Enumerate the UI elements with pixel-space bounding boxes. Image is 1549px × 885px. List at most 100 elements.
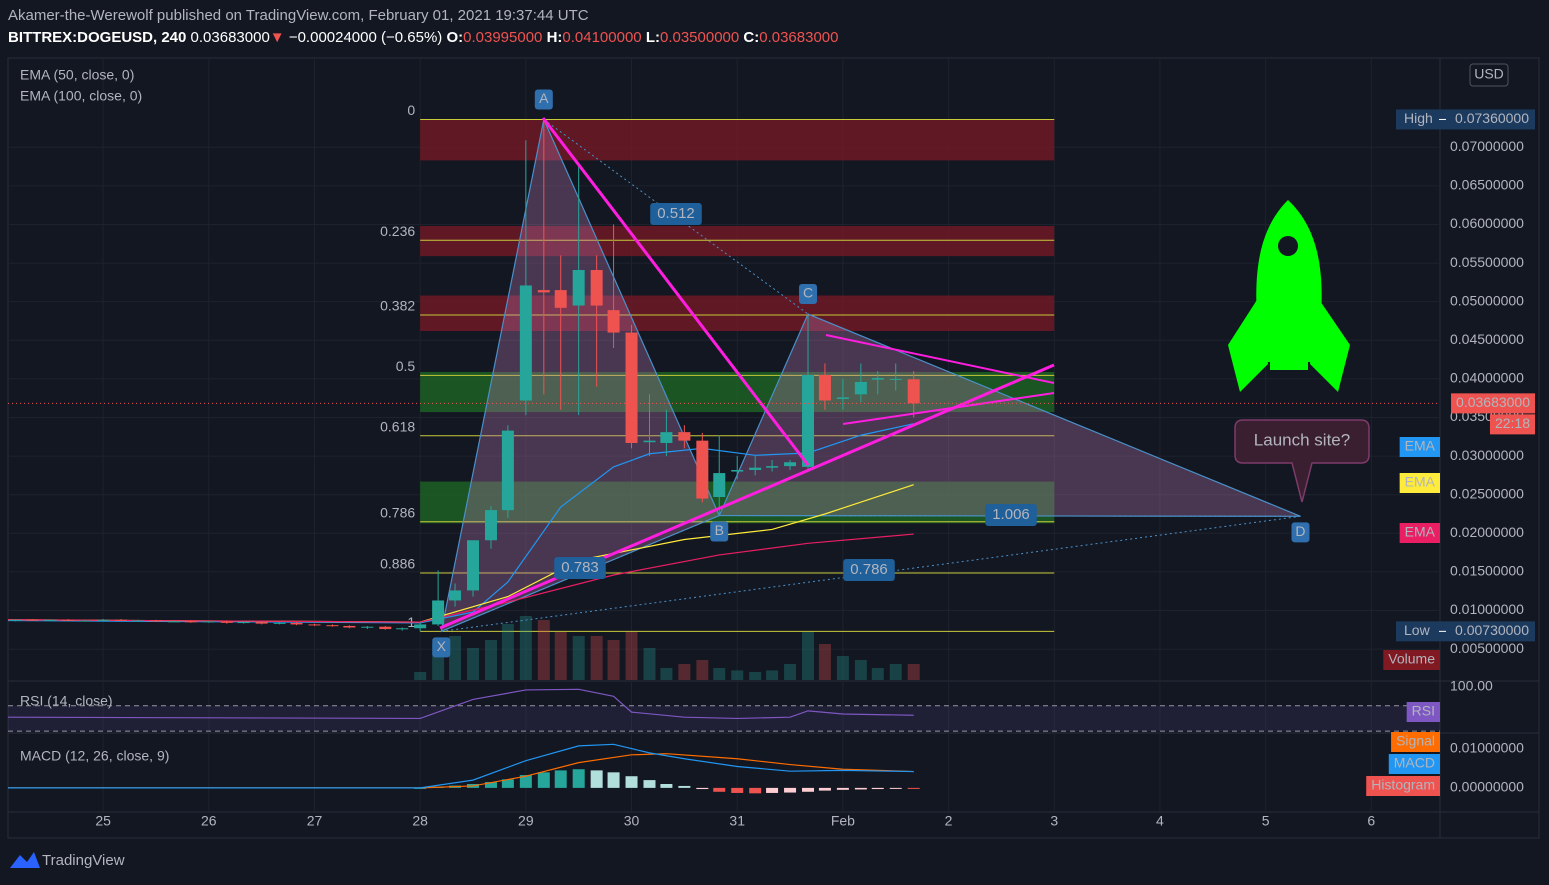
extreme-name: Low (1404, 622, 1431, 638)
candle-body (818, 375, 831, 401)
histogram-bar (537, 772, 550, 788)
pattern-point-label: D (1295, 523, 1305, 539)
histogram-bar (696, 787, 709, 790)
fib-label: 0.786 (380, 504, 415, 520)
histogram-bar (784, 787, 797, 793)
histogram-bar (907, 787, 920, 789)
volume-bar (554, 632, 567, 680)
candle-body (607, 310, 620, 333)
callout-box (1234, 419, 1370, 503)
volume-bar (414, 672, 427, 680)
volume-bar (643, 648, 656, 680)
histogram-bar (802, 787, 815, 792)
badge (1451, 393, 1535, 414)
histogram-bar (854, 787, 867, 790)
x-tick-label: 6 (1367, 813, 1375, 829)
volume-bar (889, 664, 902, 680)
rocket-fin (1310, 292, 1350, 392)
volume-bar (696, 660, 709, 680)
candle-body (749, 467, 762, 470)
histogram-bar (590, 770, 603, 788)
candle-body (149, 620, 162, 622)
chart-frame (7, 57, 1540, 839)
histogram-bar (625, 776, 638, 788)
candle-body (131, 620, 144, 622)
histogram-bar (731, 787, 744, 793)
volume-bar (678, 664, 691, 680)
candle-body (273, 622, 286, 624)
candle-body (449, 590, 462, 601)
candle-body (643, 440, 656, 443)
ema-line (7, 423, 914, 624)
macd-tick-label: 0.00000000 (1450, 779, 1524, 795)
badge (1383, 650, 1440, 670)
symbol: BITTREX:DOGEUSD, 240 (8, 29, 186, 46)
ohlc-key: O: (446, 29, 463, 46)
y-tick-label: 0.01500000 (1450, 563, 1524, 579)
ratio-label: 0.783 (561, 559, 599, 576)
x-tick-label: 4 (1156, 813, 1164, 829)
candle-body (115, 619, 128, 621)
x-tick-label: 30 (624, 813, 640, 829)
plot-layer: 25 26 27 28 29 30 31 Feb 2 3 4 5 6 0.00500000 0.010000… (7, 58, 1539, 838)
ohlc-key: H: (547, 29, 563, 46)
candle-body (907, 379, 920, 404)
volume-bar (449, 636, 462, 680)
volume-bar (467, 648, 480, 680)
histogram-bar (889, 787, 902, 789)
trend-line (842, 392, 1055, 425)
badge-label: EMA (1405, 438, 1436, 454)
pattern-point-label: A (539, 90, 549, 106)
extreme-name: High (1404, 110, 1433, 126)
legend-entry: EMA (50, close, 0) (20, 67, 134, 83)
pattern-point-label: X (437, 638, 447, 654)
candle-body (501, 430, 514, 511)
ratio-box (650, 203, 702, 225)
candle-body (889, 378, 902, 380)
ohlc-value: 0.04100000 (562, 29, 641, 46)
badge (1489, 414, 1535, 435)
y-tick-label: 0.01000000 (1450, 601, 1524, 617)
ohlc-value: 0.03500000 (660, 29, 739, 46)
logo-icon (10, 852, 40, 868)
rsi-tick-label: 100.00 (1450, 678, 1493, 694)
candle-body (326, 625, 339, 627)
badge (1399, 437, 1440, 457)
badge (1388, 754, 1440, 774)
logo: TradingView (10, 852, 125, 869)
currency-box (1469, 63, 1509, 87)
candle-body (731, 469, 744, 472)
candle-body (537, 290, 550, 293)
candle-body (519, 285, 532, 401)
badge-label: EMA (1405, 474, 1436, 490)
volume-bar (836, 656, 849, 680)
macd-line (8, 743, 914, 789)
ratio-box (843, 559, 895, 581)
volume-bar (766, 670, 779, 680)
pattern-point-box (799, 284, 818, 305)
pattern-point-box (534, 89, 553, 110)
histogram-bar (713, 787, 726, 792)
candle-body (432, 600, 445, 625)
last: 0.03683000 (191, 29, 270, 46)
badge (1391, 732, 1440, 752)
ratio-label: 0.512 (657, 205, 695, 222)
rocket-nozzle (1270, 360, 1308, 370)
zone (420, 226, 1055, 257)
y-tick-label: 0.06000000 (1450, 215, 1524, 231)
candle-body (97, 619, 110, 621)
candle-body (678, 432, 691, 441)
rsi-line (7, 688, 914, 720)
symbol-line: BITTREX:DOGEUSD, 240 0.03683000▼ −0.0002… (8, 29, 838, 46)
ratio-label: 0.786 (850, 561, 888, 578)
candle-body (871, 378, 884, 380)
extreme-value: 0.07360000 (1455, 110, 1529, 126)
candle-body (44, 619, 57, 621)
fib-label: 0.382 (380, 298, 415, 314)
candle-body (361, 626, 374, 628)
candle-body (290, 622, 303, 625)
y-tick-label: 0.03000000 (1450, 447, 1524, 463)
candle-body (202, 621, 215, 623)
fib-label: 0.236 (380, 223, 415, 239)
pattern-point-box (1291, 522, 1310, 543)
